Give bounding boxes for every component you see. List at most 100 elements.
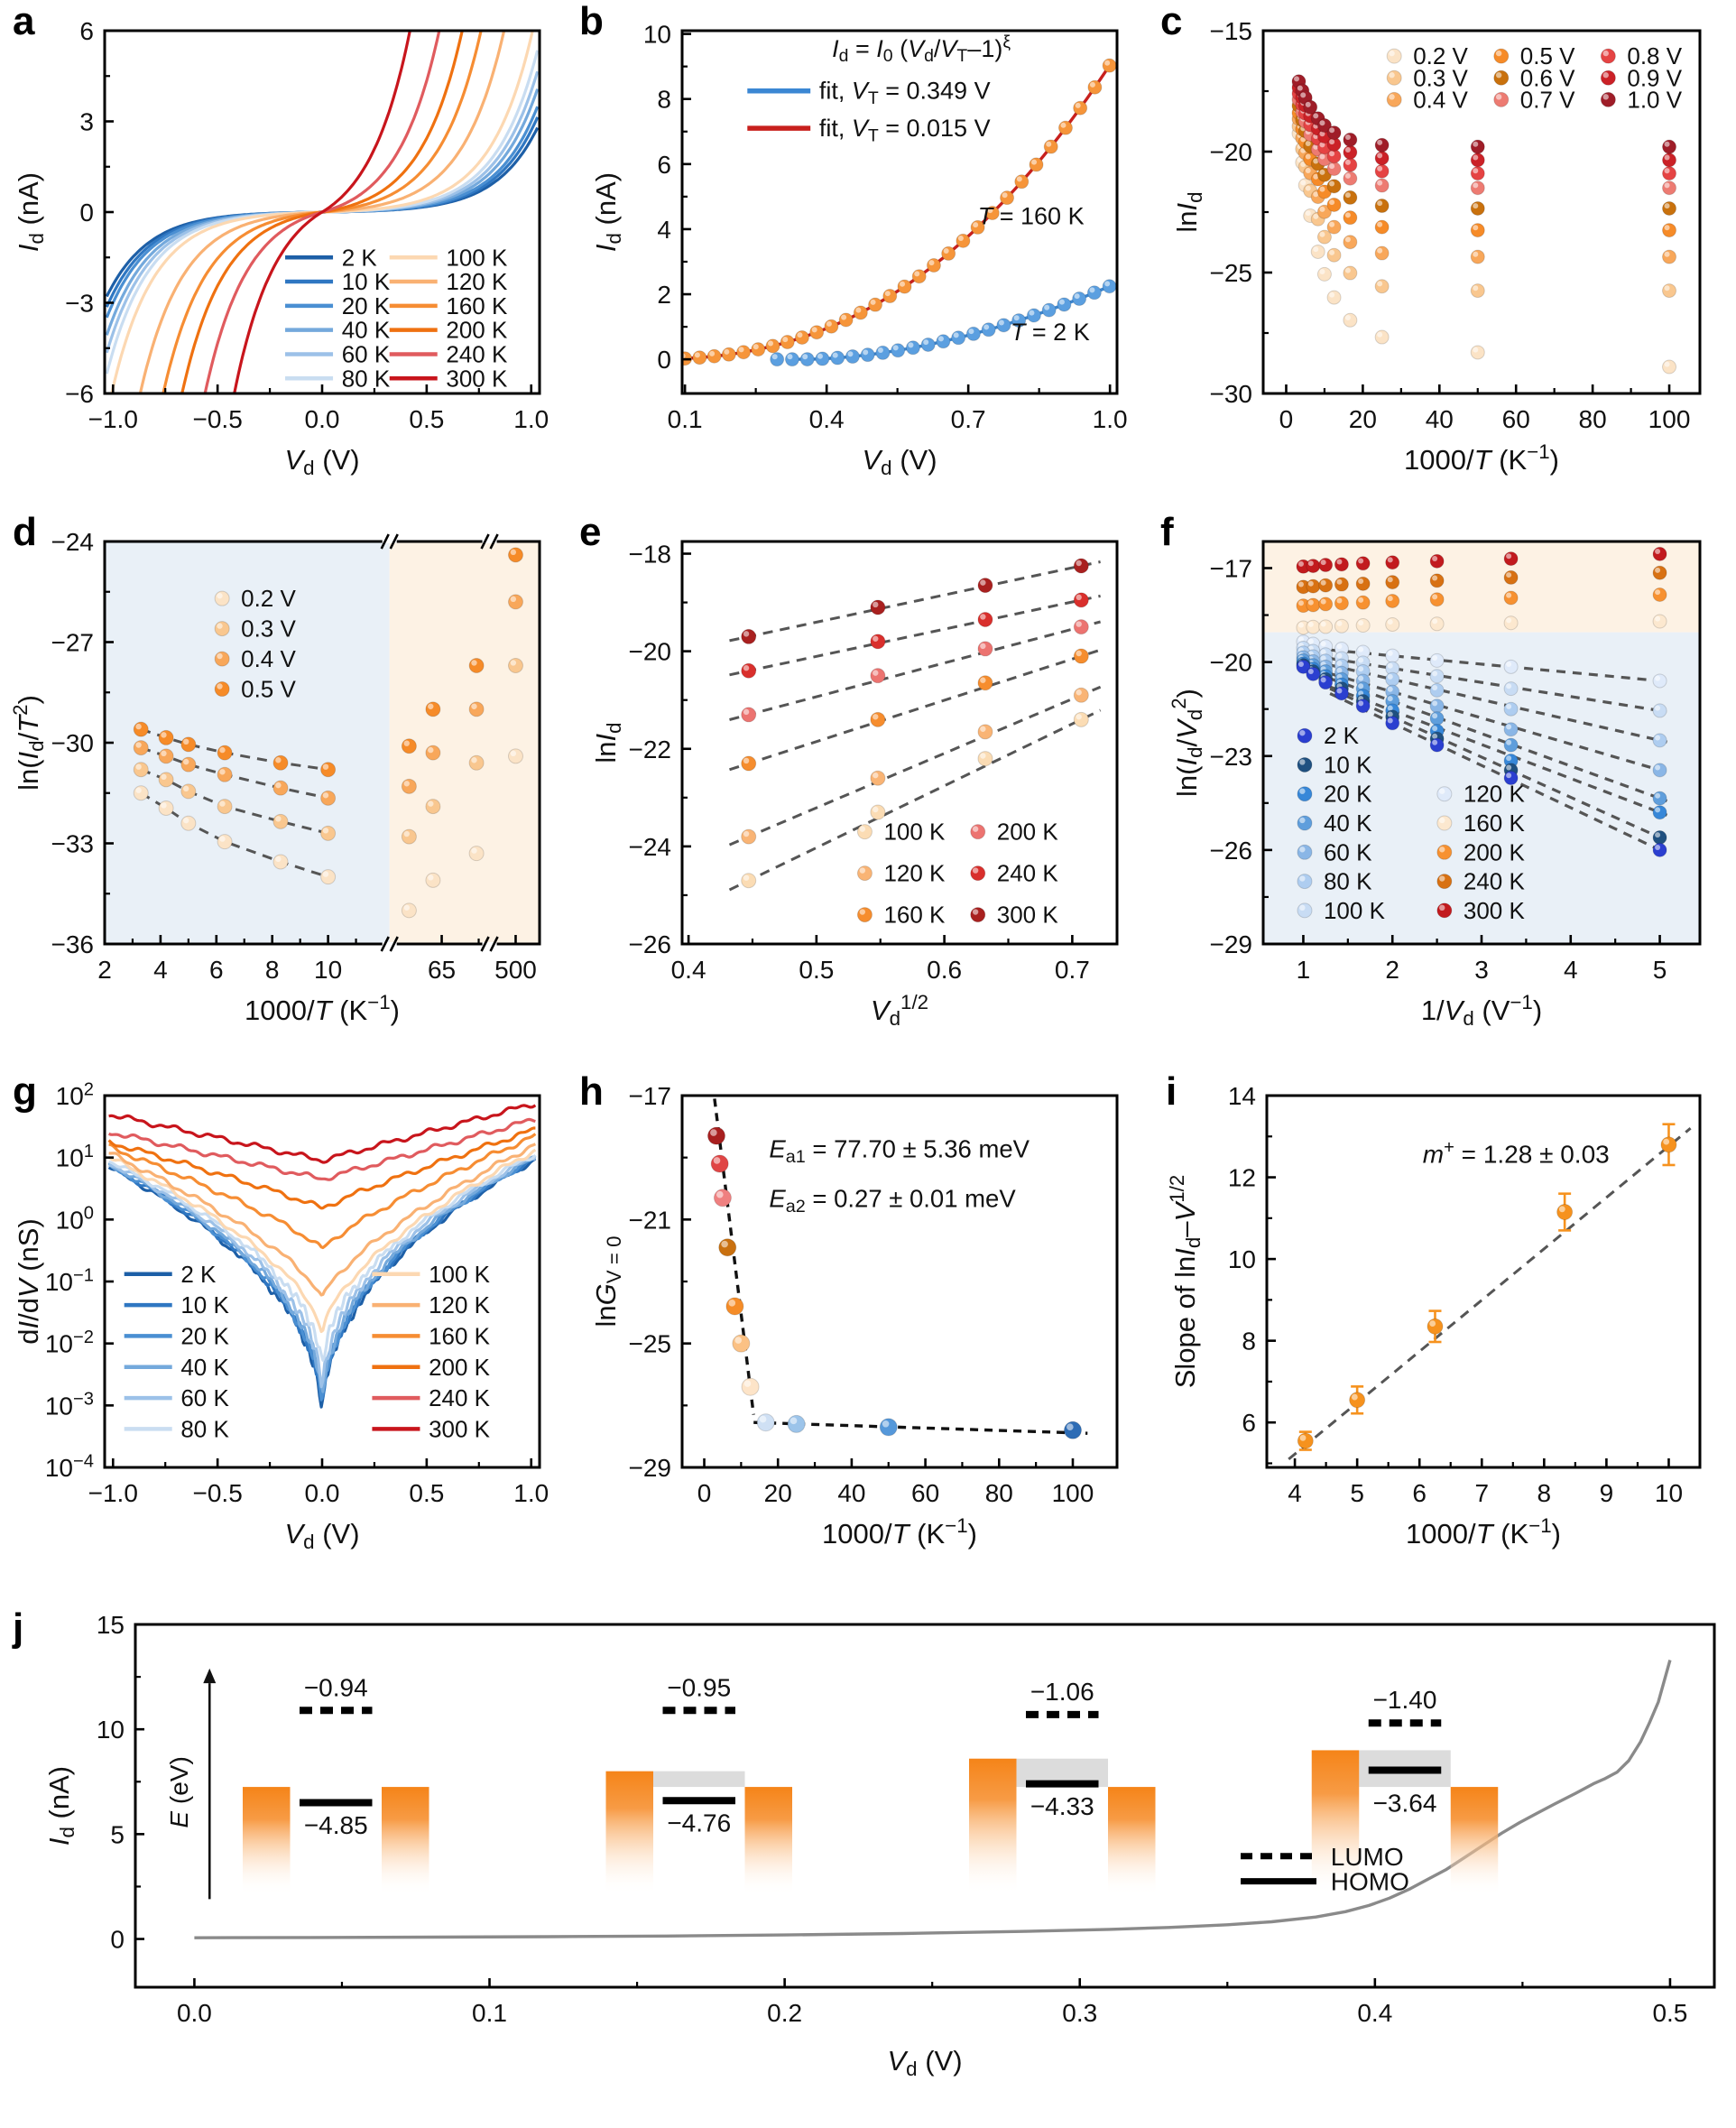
svg-text:65: 65 bbox=[428, 956, 456, 984]
panel-d-letter: d bbox=[13, 510, 37, 554]
svg-text:6: 6 bbox=[79, 17, 94, 45]
svg-text:0.9 V: 0.9 V bbox=[1627, 64, 1682, 91]
svg-text:E (eV): E (eV) bbox=[165, 1756, 193, 1827]
svg-text:−3: −3 bbox=[65, 290, 94, 318]
svg-text:Ea2 = 0.27 ± 0.01 meV: Ea2 = 0.27 ± 0.01 meV bbox=[769, 1185, 1016, 1217]
svg-text:−22: −22 bbox=[629, 736, 672, 763]
svg-text:0: 0 bbox=[1279, 405, 1294, 433]
svg-text:−20: −20 bbox=[1210, 138, 1253, 166]
svg-text:0.3 V: 0.3 V bbox=[241, 615, 296, 643]
svg-text:100 K: 100 K bbox=[883, 819, 946, 846]
svg-text:−15: −15 bbox=[1210, 17, 1253, 45]
svg-text:Id = I0 (Vd/VT–1)ξ: Id = I0 (Vd/VT–1)ξ bbox=[832, 32, 1011, 67]
svg-text:101: 101 bbox=[56, 1142, 94, 1172]
svg-text:0.2: 0.2 bbox=[767, 1999, 802, 2027]
svg-text:1: 1 bbox=[1297, 956, 1311, 984]
svg-text:Slope of lnId–V1/2: Slope of lnId–V1/2 bbox=[1166, 1175, 1205, 1389]
svg-text:200 K: 200 K bbox=[429, 1354, 491, 1381]
svg-text:100: 100 bbox=[1052, 1479, 1094, 1507]
svg-text:HOMO: HOMO bbox=[1331, 1868, 1409, 1896]
svg-text:−33: −33 bbox=[51, 830, 95, 858]
svg-text:−4.85: −4.85 bbox=[304, 1811, 368, 1839]
svg-text:300 K: 300 K bbox=[429, 1415, 491, 1442]
svg-text:40: 40 bbox=[837, 1479, 865, 1507]
svg-text:10 K: 10 K bbox=[342, 268, 391, 295]
svg-text:−1.06: −1.06 bbox=[1030, 1678, 1094, 1706]
svg-text:0.7: 0.7 bbox=[1055, 956, 1090, 984]
svg-text:−17: −17 bbox=[629, 1082, 672, 1110]
svg-text:120 K: 120 K bbox=[883, 860, 946, 887]
panel-j-letter: j bbox=[13, 1605, 24, 1650]
svg-text:0.7: 0.7 bbox=[951, 405, 986, 433]
svg-text:10: 10 bbox=[1228, 1245, 1256, 1273]
svg-text:−26: −26 bbox=[629, 930, 672, 958]
svg-text:240 K: 240 K bbox=[429, 1384, 491, 1411]
svg-text:−25: −25 bbox=[629, 1330, 672, 1358]
svg-text:Vd (V): Vd (V) bbox=[862, 444, 937, 479]
svg-text:1.0: 1.0 bbox=[513, 1479, 549, 1507]
svg-text:0: 0 bbox=[697, 1479, 712, 1507]
svg-text:Id (nA): Id (nA) bbox=[43, 1766, 78, 1846]
svg-text:0.5 V: 0.5 V bbox=[241, 676, 296, 703]
svg-text:200 K: 200 K bbox=[1464, 838, 1526, 865]
svg-text:Ea1 = 77.70 ± 5.36 meV: Ea1 = 77.70 ± 5.36 meV bbox=[769, 1135, 1030, 1168]
svg-text:lnGV = 0: lnGV = 0 bbox=[590, 1236, 625, 1328]
svg-text:0.4 V: 0.4 V bbox=[1413, 86, 1468, 113]
svg-text:100 K: 100 K bbox=[1324, 897, 1386, 924]
panel-j-chart: 0.0 0.1 0.2 0.3 0.4 0.5 0 5 10 15 Vd (V) Id (nA) −0.… bbox=[43, 1614, 1716, 2080]
svg-text:5: 5 bbox=[1350, 1479, 1364, 1507]
svg-text:10: 10 bbox=[1655, 1479, 1683, 1507]
svg-text:10−3: 10−3 bbox=[45, 1390, 94, 1420]
svg-text:−1.0: −1.0 bbox=[88, 1479, 138, 1507]
svg-text:15: 15 bbox=[97, 1614, 125, 1639]
svg-text:0.1: 0.1 bbox=[472, 1999, 507, 2027]
svg-text:100: 100 bbox=[1648, 405, 1691, 433]
svg-text:300 K: 300 K bbox=[997, 902, 1059, 929]
panel-c-chart: 0 20 40 60 80 100 −15 −20 −25 −30 1000/T (K−1) lnId… bbox=[1171, 17, 1702, 476]
svg-text:240 K: 240 K bbox=[997, 860, 1059, 887]
svg-text:1000/T (K−1): 1000/T (K−1) bbox=[1404, 440, 1559, 476]
panel-f-letter: f bbox=[1160, 510, 1174, 554]
svg-text:LUMO: LUMO bbox=[1331, 1843, 1404, 1871]
svg-text:−29: −29 bbox=[1210, 930, 1253, 958]
svg-text:0.3: 0.3 bbox=[1062, 1999, 1097, 2027]
panel-b-chart: 0.1 0.4 0.7 1.0 0 2 4 6 8 10 Vd (V) Id (nA) Id = I0 … bbox=[590, 21, 1128, 480]
svg-text:0.5: 0.5 bbox=[799, 956, 834, 984]
panel-e-chart: 0.4 0.5 0.6 0.7 −18 −20 −22 −24 −26 Vd1/2 lnId 100 … bbox=[590, 540, 1119, 1030]
svg-text:0.4: 0.4 bbox=[809, 405, 845, 433]
svg-text:300 K: 300 K bbox=[446, 365, 508, 392]
svg-text:120 K: 120 K bbox=[446, 268, 508, 295]
svg-text:0.2 V: 0.2 V bbox=[241, 585, 296, 612]
svg-text:60 K: 60 K bbox=[342, 340, 391, 367]
svg-text:7: 7 bbox=[1474, 1479, 1489, 1507]
panel-g-letter: g bbox=[13, 1069, 37, 1114]
svg-text:−20: −20 bbox=[1210, 649, 1253, 677]
svg-text:−0.5: −0.5 bbox=[192, 1479, 242, 1507]
svg-text:10 K: 10 K bbox=[1324, 751, 1372, 778]
svg-text:0.6: 0.6 bbox=[927, 956, 962, 984]
svg-text:Vd (V): Vd (V) bbox=[887, 2045, 962, 2080]
svg-text:0: 0 bbox=[657, 346, 671, 374]
svg-text:0.0: 0.0 bbox=[305, 1479, 340, 1507]
svg-text:1000/T (K−1): 1000/T (K−1) bbox=[245, 991, 400, 1026]
svg-text:60 K: 60 K bbox=[1324, 838, 1372, 865]
svg-text:6: 6 bbox=[1412, 1479, 1427, 1507]
svg-text:−0.95: −0.95 bbox=[667, 1673, 731, 1701]
svg-text:T = 160 K: T = 160 K bbox=[978, 203, 1085, 230]
svg-text:−36: −36 bbox=[51, 930, 95, 958]
svg-text:−27: −27 bbox=[51, 629, 95, 657]
svg-text:2: 2 bbox=[97, 956, 112, 984]
svg-text:300 K: 300 K bbox=[1464, 897, 1526, 924]
svg-text:−6: −6 bbox=[65, 380, 94, 408]
svg-text:1/Vd (V−1): 1/Vd (V−1) bbox=[1421, 991, 1542, 1030]
svg-text:ln(Id/T2): ln(Id/T2) bbox=[9, 695, 48, 791]
svg-text:0.5 V: 0.5 V bbox=[1520, 42, 1575, 69]
svg-text:10: 10 bbox=[97, 1716, 125, 1744]
svg-text:0.7 V: 0.7 V bbox=[1520, 86, 1575, 113]
svg-text:14: 14 bbox=[1228, 1082, 1256, 1110]
panel-f-chart: 1 2 3 4 5 −17 −20 −23 −26 −29 1/Vd (V−1) ln(Id/Vd2)… bbox=[1168, 540, 1702, 1030]
svg-text:−0.5: −0.5 bbox=[192, 405, 242, 433]
svg-text:10−4: 10−4 bbox=[45, 1451, 94, 1482]
svg-text:6: 6 bbox=[1242, 1409, 1256, 1437]
panel-h-chart: 0 20 40 60 80 100 −17 −21 −25 −29 1000/T (K−1) lnGV… bbox=[590, 1082, 1119, 1550]
